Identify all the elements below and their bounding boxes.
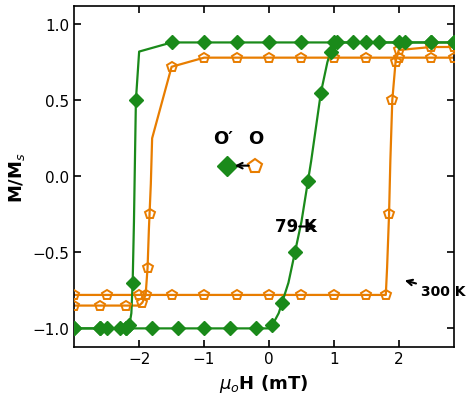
Y-axis label: M/M$_s$: M/M$_s$	[7, 152, 27, 202]
X-axis label: $\mu_o$H (mT): $\mu_o$H (mT)	[219, 372, 309, 394]
Text: O′: O′	[213, 130, 234, 148]
Text: 79 K: 79 K	[275, 218, 317, 236]
Text: 300 K: 300 K	[407, 280, 466, 298]
Text: O: O	[248, 130, 264, 148]
